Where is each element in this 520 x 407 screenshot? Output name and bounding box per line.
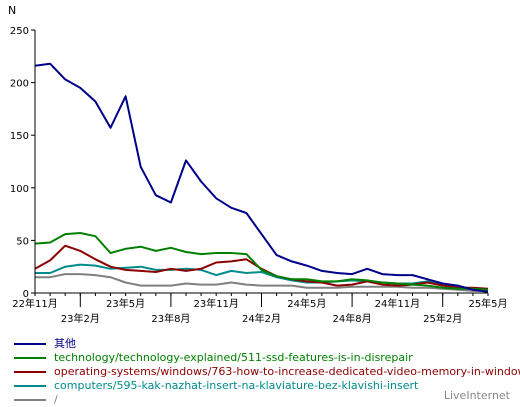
series-line — [35, 273, 488, 292]
x-tick-label: 23年11月 — [193, 297, 238, 310]
legend-item: computers/595-kak-nazhat-insert-na-klavi… — [14, 379, 520, 393]
x-tick-label: 25年2月 — [423, 312, 462, 325]
x-tick-label: 23年8月 — [151, 312, 190, 325]
y-tick-label: 50 — [16, 236, 29, 247]
x-tick-label: 24年2月 — [242, 312, 281, 325]
legend-item: technology/technology-explained/511-ssd-… — [14, 351, 520, 365]
series-lines — [34, 62, 489, 293]
x-tick-label: 23年5月 — [106, 297, 145, 310]
legend-label: 其他 — [54, 337, 76, 350]
series-line — [34, 62, 489, 293]
x-tick-label: 24年5月 — [287, 297, 326, 310]
y-axis-label: N — [8, 4, 16, 17]
chart-legend: 其他 technology/technology-explained/511-ss… — [14, 337, 520, 407]
legend-label: / — [54, 393, 58, 406]
y-tick-label: 150 — [10, 131, 29, 142]
legend-label: technology/technology-explained/511-ssd-… — [54, 351, 413, 364]
y-tick-label: 0 — [23, 289, 29, 300]
legend-swatch — [14, 343, 46, 345]
credit-text: LiveInternet — [443, 389, 510, 402]
legend-swatch — [14, 385, 46, 387]
x-tick-label: 24年8月 — [333, 312, 372, 325]
legend-label: operating-systems/windows/763-how-to-inc… — [54, 365, 520, 378]
y-axis-ticks: 0 50 100 150 200 250 — [10, 26, 35, 300]
legend-swatch — [14, 357, 46, 359]
series-line — [35, 263, 489, 292]
x-tick-label: 24年11月 — [375, 297, 420, 310]
legend-item: / — [14, 393, 520, 407]
legend-swatch — [14, 399, 46, 401]
x-tick-label: 25年5月 — [468, 297, 507, 310]
x-tick-label: 22年11月 — [12, 297, 57, 310]
y-tick-label: 200 — [10, 79, 29, 90]
y-tick-label: 100 — [10, 184, 29, 195]
y-tick-label: 250 — [10, 26, 29, 37]
legend-item: 其他 — [14, 337, 520, 351]
legend-label: computers/595-kak-nazhat-insert-na-klavi… — [54, 379, 419, 392]
series-line — [34, 232, 489, 291]
legend-swatch — [14, 371, 46, 373]
legend-item: operating-systems/windows/763-how-to-inc… — [14, 365, 520, 379]
x-tick-label: 23年2月 — [61, 312, 100, 325]
